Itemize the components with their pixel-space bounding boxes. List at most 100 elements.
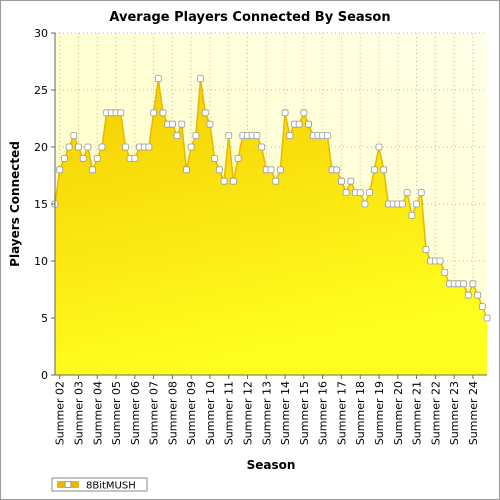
y-tick-label: 10 <box>34 255 48 268</box>
y-tick-label: 0 <box>41 369 48 382</box>
marker <box>366 189 374 197</box>
marker <box>253 132 261 140</box>
chart-title: Average Players Connected By Season <box>109 10 390 25</box>
x-tick-label: Summer 23 <box>448 381 461 445</box>
marker <box>192 132 200 140</box>
marker <box>84 143 92 151</box>
marker <box>131 154 139 162</box>
marker <box>286 132 294 140</box>
marker <box>267 166 275 174</box>
x-tick-label: Summer 24 <box>467 381 480 445</box>
marker <box>399 200 406 208</box>
x-tick-label: Summer 13 <box>260 381 273 445</box>
x-tick-label: Summer 15 <box>298 381 311 445</box>
marker <box>234 154 242 162</box>
y-tick-label: 25 <box>34 84 48 97</box>
marker <box>117 109 125 117</box>
x-tick-label: Summer 17 <box>335 381 348 445</box>
marker <box>211 154 219 162</box>
marker <box>215 166 223 174</box>
marker <box>464 291 472 299</box>
x-tick-label: Summer 10 <box>204 381 217 445</box>
x-tick-label: Summer 12 <box>242 381 255 445</box>
marker <box>436 257 444 265</box>
marker <box>483 314 491 322</box>
marker <box>441 268 449 276</box>
marker <box>422 246 430 254</box>
area <box>55 78 487 375</box>
plot <box>51 32 491 376</box>
legend-label: 8BitMUSH <box>86 481 136 492</box>
marker <box>361 200 369 208</box>
marker <box>474 291 482 299</box>
x-tick-label: Summer 06 <box>129 381 142 445</box>
y-tick-label: 20 <box>34 141 48 154</box>
marker <box>197 75 204 82</box>
marker <box>281 109 289 117</box>
x-tick-label: Summer 05 <box>110 381 123 445</box>
marker <box>460 280 467 288</box>
marker <box>478 303 486 311</box>
x-tick-label: Summer 11 <box>223 381 236 445</box>
x-tick-label: Summer 18 <box>354 381 367 445</box>
x-tick-label: Summer 22 <box>429 381 442 445</box>
x-tick-label: Summer 07 <box>148 381 161 445</box>
marker <box>150 109 158 117</box>
marker <box>417 189 425 197</box>
marker <box>75 143 82 151</box>
marker <box>403 189 411 197</box>
marker <box>122 143 129 151</box>
marker <box>159 109 167 117</box>
marker <box>347 177 355 185</box>
marker <box>178 120 186 128</box>
x-tick-label: Summer 20 <box>392 381 405 445</box>
marker <box>230 177 237 185</box>
marker <box>201 109 209 117</box>
marker <box>79 154 87 162</box>
marker <box>323 132 331 140</box>
x-tick-label: Summer 08 <box>166 381 179 445</box>
marker <box>65 143 73 151</box>
y-tick-label: 30 <box>34 27 48 40</box>
marker <box>380 166 388 174</box>
marker <box>333 166 341 174</box>
y-tick-label: 15 <box>34 198 48 211</box>
marker <box>168 120 176 128</box>
marker <box>98 143 106 151</box>
marker <box>370 166 378 174</box>
marker <box>469 280 477 288</box>
x-tick-label: Summer 09 <box>185 381 198 445</box>
marker <box>295 120 303 128</box>
x-tick-label: Summer 19 <box>373 381 386 445</box>
marker <box>338 177 345 185</box>
x-tick-label: Summer 14 <box>279 381 292 445</box>
marker <box>375 143 383 151</box>
marker <box>300 109 308 117</box>
marker <box>173 132 181 140</box>
marker <box>183 166 190 174</box>
marker <box>89 166 96 174</box>
marker <box>145 143 153 151</box>
marker <box>272 177 280 185</box>
x-tick-label: Summer 21 <box>411 381 424 445</box>
marker <box>154 75 162 82</box>
marker <box>60 154 68 162</box>
marker <box>258 143 266 151</box>
marker <box>56 166 64 174</box>
x-tick-label: Summer 03 <box>72 381 85 445</box>
marker <box>70 132 78 140</box>
marker <box>93 154 101 162</box>
marker <box>187 143 195 151</box>
marker <box>305 120 312 128</box>
x-tick-label: Summer 16 <box>317 381 330 445</box>
marker <box>408 211 416 219</box>
y-tick-label: 5 <box>41 312 48 325</box>
marker <box>225 132 233 140</box>
legend-marker <box>64 481 72 488</box>
marker <box>413 200 420 208</box>
marker <box>342 189 350 197</box>
y-axis-title: Players Connected <box>8 141 22 267</box>
x-tick-label: Summer 02 <box>54 381 67 445</box>
marker <box>356 189 364 197</box>
